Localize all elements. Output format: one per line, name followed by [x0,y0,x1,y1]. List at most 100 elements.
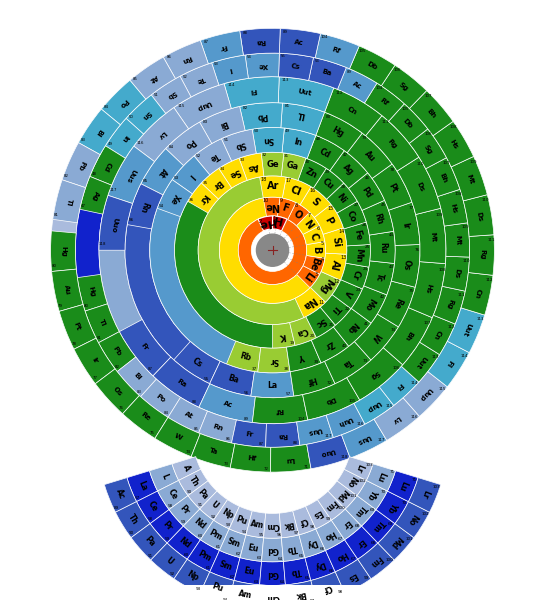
Text: Pr: Pr [178,504,191,517]
Text: 52: 52 [183,75,187,79]
Text: 41: 41 [364,322,369,326]
Text: 80: 80 [326,115,331,119]
Text: Kr: Kr [197,192,210,206]
Text: 27: 27 [354,203,359,207]
Wedge shape [270,445,311,472]
Text: Li: Li [301,269,315,283]
Text: Fl: Fl [444,359,453,368]
Text: Au: Au [362,149,377,163]
Text: Hs: Hs [449,203,457,214]
Text: Cf: Cf [322,582,333,593]
Wedge shape [51,231,76,271]
Wedge shape [78,109,120,155]
Text: 102: 102 [421,512,429,516]
Wedge shape [149,464,396,562]
Text: A: A [181,463,192,472]
Text: Pu: Pu [235,514,249,527]
Text: La: La [267,381,277,390]
Wedge shape [259,562,286,586]
Wedge shape [245,53,280,79]
Wedge shape [210,550,240,580]
Text: 67: 67 [338,537,343,541]
Text: 109: 109 [469,160,477,164]
Text: B: B [311,246,321,254]
Wedge shape [246,511,266,538]
Text: Te: Te [207,151,220,163]
Wedge shape [123,395,168,439]
Wedge shape [265,422,300,448]
Wedge shape [332,280,362,309]
Text: Ce: Ce [146,500,160,514]
Text: Bh: Bh [426,107,437,119]
Wedge shape [179,469,208,496]
Text: Hs: Hs [425,283,433,294]
Wedge shape [378,524,414,560]
Wedge shape [335,559,371,593]
Wedge shape [80,176,112,214]
Text: Es: Es [346,570,359,583]
Text: 25: 25 [365,245,370,250]
Wedge shape [117,357,156,397]
Text: 116: 116 [136,140,144,145]
Wedge shape [278,53,313,80]
Text: 72: 72 [263,467,268,471]
Wedge shape [150,509,184,543]
Wedge shape [167,526,201,559]
Text: Sg: Sg [422,143,433,155]
Wedge shape [238,216,307,284]
Text: 107: 107 [423,320,431,325]
Text: Xe: Xe [168,192,181,206]
Wedge shape [127,471,158,502]
Wedge shape [221,129,256,161]
Text: 19: 19 [289,341,294,346]
Text: 113: 113 [477,317,485,321]
Text: Ir: Ir [400,221,410,229]
Wedge shape [200,31,244,64]
Text: Nb: Nb [344,319,359,334]
Text: Ac: Ac [294,39,304,46]
Text: Ba: Ba [227,374,240,385]
Text: Lr: Lr [353,462,364,473]
Wedge shape [280,28,320,58]
Text: 61: 61 [205,566,211,570]
Text: Pb: Pb [76,160,86,172]
Text: 113: 113 [431,355,439,359]
Text: F: F [281,203,290,214]
Wedge shape [365,83,404,121]
Wedge shape [377,281,415,327]
Text: Cr: Cr [349,269,361,281]
Wedge shape [261,152,284,176]
Text: Eu: Eu [243,566,255,577]
Wedge shape [300,187,331,217]
Wedge shape [125,103,420,398]
Text: 81: 81 [285,104,290,108]
Text: 8: 8 [295,203,298,208]
Text: L: L [159,473,169,481]
Wedge shape [341,263,369,289]
Text: 60: 60 [197,534,203,538]
Text: Po: Po [155,393,167,404]
Wedge shape [240,28,280,55]
Wedge shape [428,341,469,387]
Wedge shape [314,205,343,234]
Wedge shape [119,319,171,376]
Wedge shape [281,103,325,136]
Text: 94: 94 [242,530,247,533]
Wedge shape [346,245,371,267]
Text: Uup: Uup [365,399,382,412]
Text: 6: 6 [317,226,319,231]
Text: 14: 14 [338,229,344,234]
Text: 117: 117 [378,439,385,442]
Text: I: I [229,67,233,73]
Wedge shape [296,212,319,235]
Wedge shape [433,121,474,167]
Wedge shape [210,361,255,396]
Wedge shape [347,347,403,400]
Text: 63: 63 [254,580,259,584]
Text: Ti: Ti [329,303,342,316]
Text: 64: 64 [280,580,284,584]
Wedge shape [172,156,210,194]
Text: 58: 58 [148,517,153,521]
Text: Rg: Rg [386,137,398,149]
Text: 21: 21 [329,323,334,327]
